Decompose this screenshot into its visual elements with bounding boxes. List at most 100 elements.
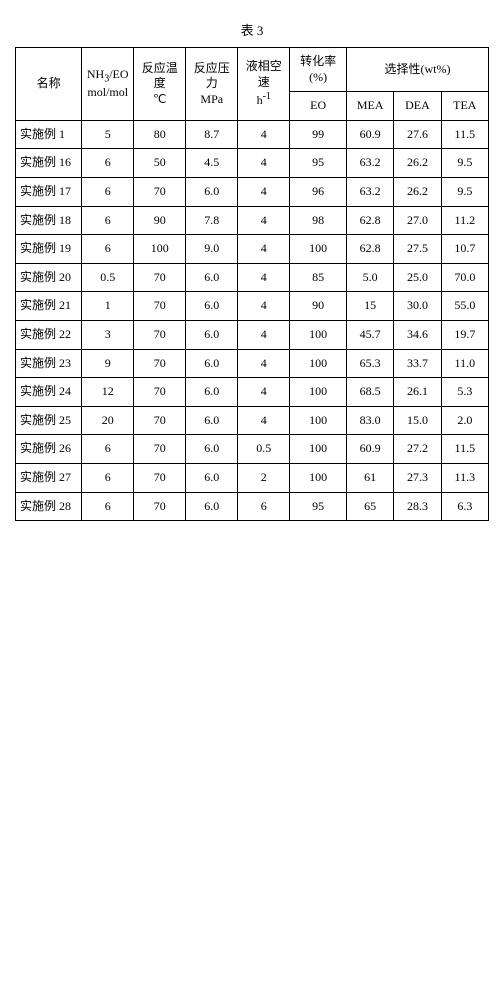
cell-lhsv: 4 <box>238 320 290 349</box>
cell-pressure: 7.8 <box>186 206 238 235</box>
header-ratio: NH3/EOmol/mol <box>82 48 134 121</box>
cell-name: 实施例 25 <box>16 406 82 435</box>
cell-eo: 100 <box>290 463 347 492</box>
cell-dea: 25.0 <box>394 263 441 292</box>
cell-ratio: 20 <box>82 406 134 435</box>
cell-temp: 80 <box>134 120 186 149</box>
cell-dea: 28.3 <box>394 492 441 521</box>
cell-dea: 27.2 <box>394 435 441 464</box>
cell-tea: 11.2 <box>441 206 488 235</box>
cell-eo: 95 <box>290 149 347 178</box>
cell-mea: 83.0 <box>347 406 394 435</box>
cell-dea: 27.6 <box>394 120 441 149</box>
cell-temp: 70 <box>134 406 186 435</box>
cell-name: 实施例 28 <box>16 492 82 521</box>
cell-mea: 15 <box>347 292 394 321</box>
table-row: 实施例 266706.00.510060.927.211.5 <box>16 435 489 464</box>
cell-name: 实施例 26 <box>16 435 82 464</box>
cell-eo: 90 <box>290 292 347 321</box>
cell-tea: 11.5 <box>441 435 488 464</box>
cell-ratio: 5 <box>82 120 134 149</box>
cell-eo: 85 <box>290 263 347 292</box>
cell-pressure: 6.0 <box>186 378 238 407</box>
cell-tea: 9.5 <box>441 177 488 206</box>
cell-pressure: 6.0 <box>186 492 238 521</box>
cell-temp: 70 <box>134 492 186 521</box>
table-caption: 表 3 <box>15 20 489 39</box>
cell-mea: 63.2 <box>347 149 394 178</box>
cell-ratio: 6 <box>82 492 134 521</box>
header-sel-dea: DEA <box>394 92 441 121</box>
cell-lhsv: 4 <box>238 120 290 149</box>
cell-mea: 5.0 <box>347 263 394 292</box>
cell-pressure: 8.7 <box>186 120 238 149</box>
cell-name: 实施例 22 <box>16 320 82 349</box>
table-row: 实施例 166504.549563.226.29.5 <box>16 149 489 178</box>
cell-eo: 100 <box>290 378 347 407</box>
cell-tea: 11.3 <box>441 463 488 492</box>
table-row: 实施例 176706.049663.226.29.5 <box>16 177 489 206</box>
cell-ratio: 12 <box>82 378 134 407</box>
table-row: 实施例 15808.749960.927.611.5 <box>16 120 489 149</box>
cell-tea: 55.0 <box>441 292 488 321</box>
cell-mea: 61 <box>347 463 394 492</box>
cell-name: 实施例 20 <box>16 263 82 292</box>
cell-pressure: 6.0 <box>186 349 238 378</box>
cell-pressure: 6.0 <box>186 463 238 492</box>
cell-name: 实施例 18 <box>16 206 82 235</box>
cell-temp: 90 <box>134 206 186 235</box>
cell-eo: 95 <box>290 492 347 521</box>
table-row: 实施例 200.5706.04855.025.070.0 <box>16 263 489 292</box>
cell-pressure: 6.0 <box>186 435 238 464</box>
cell-temp: 70 <box>134 463 186 492</box>
table-body: 实施例 15808.749960.927.611.5实施例 166504.549… <box>16 120 489 520</box>
cell-mea: 62.8 <box>347 206 394 235</box>
cell-name: 实施例 1 <box>16 120 82 149</box>
cell-mea: 62.8 <box>347 235 394 264</box>
cell-eo: 100 <box>290 349 347 378</box>
cell-pressure: 9.0 <box>186 235 238 264</box>
cell-lhsv: 4 <box>238 263 290 292</box>
cell-lhsv: 4 <box>238 177 290 206</box>
cell-dea: 30.0 <box>394 292 441 321</box>
table-row: 实施例 2412706.0410068.526.15.3 <box>16 378 489 407</box>
header-name: 名称 <box>16 48 82 121</box>
cell-ratio: 1 <box>82 292 134 321</box>
cell-lhsv: 4 <box>238 235 290 264</box>
table-row: 实施例 239706.0410065.333.711.0 <box>16 349 489 378</box>
cell-tea: 9.5 <box>441 149 488 178</box>
header-lhsv: 液相空速h-1 <box>238 48 290 121</box>
cell-dea: 27.5 <box>394 235 441 264</box>
header-conv-eo: EO <box>290 92 347 121</box>
cell-eo: 100 <box>290 406 347 435</box>
cell-mea: 60.9 <box>347 435 394 464</box>
table-row: 实施例 1961009.0410062.827.510.7 <box>16 235 489 264</box>
cell-name: 实施例 27 <box>16 463 82 492</box>
cell-temp: 70 <box>134 320 186 349</box>
header-temp: 反应温度℃ <box>134 48 186 121</box>
cell-temp: 70 <box>134 292 186 321</box>
cell-pressure: 4.5 <box>186 149 238 178</box>
cell-lhsv: 4 <box>238 149 290 178</box>
cell-tea: 10.7 <box>441 235 488 264</box>
cell-ratio: 6 <box>82 149 134 178</box>
cell-dea: 33.7 <box>394 349 441 378</box>
cell-pressure: 6.0 <box>186 177 238 206</box>
cell-temp: 70 <box>134 263 186 292</box>
cell-mea: 68.5 <box>347 378 394 407</box>
cell-name: 实施例 17 <box>16 177 82 206</box>
header-sel-group: 选择性(wt%) <box>347 48 489 92</box>
cell-mea: 63.2 <box>347 177 394 206</box>
cell-lhsv: 4 <box>238 206 290 235</box>
table-row: 实施例 186907.849862.827.011.2 <box>16 206 489 235</box>
cell-eo: 100 <box>290 435 347 464</box>
cell-lhsv: 4 <box>238 406 290 435</box>
cell-dea: 27.0 <box>394 206 441 235</box>
cell-tea: 70.0 <box>441 263 488 292</box>
cell-lhsv: 4 <box>238 292 290 321</box>
cell-eo: 99 <box>290 120 347 149</box>
cell-temp: 70 <box>134 435 186 464</box>
table-row: 实施例 211706.04901530.055.0 <box>16 292 489 321</box>
cell-tea: 11.5 <box>441 120 488 149</box>
cell-temp: 70 <box>134 177 186 206</box>
